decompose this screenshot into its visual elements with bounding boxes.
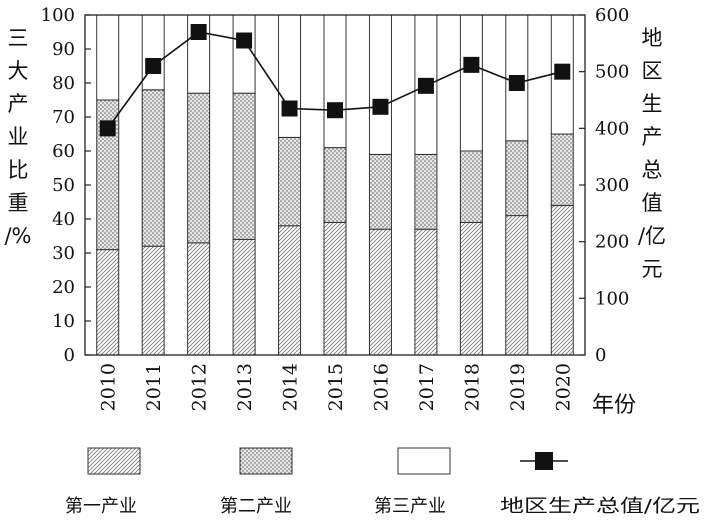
gdp-marker-2011 [145, 58, 162, 74]
y-right-tick-label: 600 [595, 5, 629, 26]
bar-2018-series-3 [459, 14, 483, 152]
x-axis-label: 年份 [592, 393, 636, 418]
y-right-tick-label: 100 [595, 288, 629, 309]
gdp-marker-2010 [99, 120, 116, 137]
bar-2013-series-1 [232, 238, 256, 356]
x-tick-label-2017: 2017 [416, 363, 438, 411]
bar-2014-series-2 [278, 136, 302, 227]
y-left-tick-label: 20 [52, 277, 75, 298]
y-left-tick-label: 0 [64, 345, 75, 366]
y-right-tick-label: 400 [595, 118, 629, 139]
gdp-marker-2013 [236, 32, 253, 49]
gdp-marker-2020 [554, 63, 571, 80]
bar-2020-series-2 [550, 133, 574, 206]
y-left-tick-label: 70 [52, 107, 75, 128]
x-tick-label-2020: 2020 [552, 363, 574, 411]
bar-2010-series-3 [96, 14, 120, 101]
bar-2011-series-2 [141, 89, 165, 247]
y-left-tick-label: 90 [52, 39, 75, 60]
bar-2013-series-3 [232, 14, 256, 94]
y-left-tick-label: 10 [52, 311, 75, 332]
gdp-marker-2012 [190, 24, 207, 40]
x-tick-label-2019: 2019 [507, 363, 529, 411]
bar-2016-series-3 [368, 14, 392, 155]
bar-2012-series-2 [187, 92, 211, 244]
x-tick-label-2010: 2010 [98, 363, 120, 411]
y-right-tick-label: 0 [595, 345, 606, 366]
legend: 第一产业 第二产业 第三产业 地区生产总值/亿元 [65, 447, 700, 517]
x-tick-label-2011: 2011 [143, 363, 165, 411]
bar-2015-series-1 [323, 221, 347, 356]
legend-label-series-2: 第二产业 [220, 496, 292, 517]
gdp-marker-2016 [372, 98, 389, 115]
bar-2018-series-2 [459, 150, 483, 223]
y-left-tick-label: 60 [52, 141, 75, 162]
y-left-tick-label: 80 [52, 73, 75, 94]
bar-2020-series-1 [550, 204, 574, 356]
bar-2019-series-1 [505, 215, 529, 356]
y-left-tick-label: 40 [52, 209, 75, 230]
x-tick-label-2013: 2013 [234, 363, 256, 411]
bar-2013-series-2 [232, 92, 256, 240]
legend-swatch-series-3 [397, 447, 451, 475]
y-right-tick-label: 500 [595, 62, 629, 83]
bar-2018-series-1 [459, 221, 483, 356]
legend-marker-gdp [535, 452, 553, 470]
gdp-marker-2019 [508, 75, 525, 91]
bar-2019-series-2 [505, 140, 529, 217]
bar-2012-series-1 [187, 242, 211, 356]
bar-2014-series-3 [278, 14, 302, 138]
bar-2015-series-2 [323, 147, 347, 223]
gdp-marker-2014 [281, 100, 298, 117]
legend-swatch-series-1 [87, 447, 141, 475]
gdp-marker-2015 [327, 102, 343, 119]
y-left-tick-label: 50 [52, 175, 75, 196]
legend-swatch-series-2 [239, 447, 293, 475]
legend-label-series-3: 第三产业 [374, 496, 446, 517]
legend-label-gdp: 地区生产总值/亿元 [500, 496, 700, 517]
y-axis-right-label: 地区生产总值/亿元 [638, 26, 666, 281]
bar-2011-series-3 [141, 14, 165, 91]
x-tick-label-2018: 2018 [461, 363, 483, 411]
y-right-tick-label: 300 [595, 175, 629, 196]
y-left-tick-label: 100 [41, 5, 75, 26]
bar-2015-series-3 [323, 14, 347, 149]
bar-2016-series-1 [368, 228, 392, 356]
bar-2010-series-1 [96, 249, 120, 356]
x-tick-label-2016: 2016 [370, 363, 392, 411]
x-tick-label-2012: 2012 [189, 363, 211, 411]
legend-label-series-1: 第一产业 [65, 496, 137, 517]
gdp-marker-2017 [417, 77, 434, 94]
bar-2016-series-2 [368, 153, 392, 230]
x-tick-label-2015: 2015 [325, 363, 347, 411]
y-right-tick-label: 200 [595, 232, 629, 253]
y-left-tick-label: 30 [52, 243, 75, 264]
plot-group: 0 10 20 30 40 50 60 70 80 90 100 0 100 200 300 400 500 60… [41, 5, 630, 411]
bar-2017-series-2 [414, 153, 438, 230]
bar-2011-series-1 [141, 245, 165, 356]
bar-2017-series-1 [414, 228, 438, 356]
x-tick-label-2014: 2014 [280, 363, 302, 411]
gdp-marker-2018 [463, 56, 480, 73]
y-axis-left-label: 三大产业比重/% [4, 26, 31, 248]
bar-2014-series-1 [278, 225, 302, 356]
